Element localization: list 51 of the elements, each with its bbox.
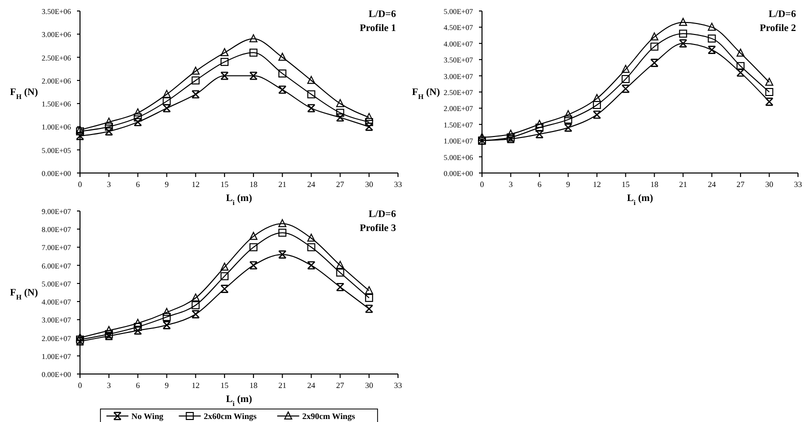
x-axis-title: L$_{i}$ (m) <box>626 193 654 207</box>
chart-title: L/D=6 <box>368 9 396 20</box>
x-tick-label: 18 <box>249 180 258 189</box>
x-tick-label: 30 <box>765 180 774 189</box>
x-tick-label: 21 <box>679 180 688 189</box>
x-tick-label: 27 <box>336 180 344 189</box>
x-tick-label: 33 <box>394 180 402 189</box>
x-tick-label: 6 <box>537 180 542 189</box>
x-axis-title: L$_{i}$ (m) <box>226 193 252 207</box>
x-tick-label: 33 <box>794 180 802 189</box>
text: Profile 2 <box>760 23 796 34</box>
x-tick-label: 33 <box>394 381 402 390</box>
y-axis-title: F$_{H}$ (N) <box>10 288 38 302</box>
x-tick-label: 30 <box>365 180 374 189</box>
x-tick-label: 21 <box>278 180 286 189</box>
x-tick-label: 6 <box>136 180 140 189</box>
x-tick-label: 21 <box>278 381 286 390</box>
legend-label: 2x90cm Wings <box>302 411 356 421</box>
x-tick-label: 12 <box>592 180 601 189</box>
x-tick-label: 3 <box>106 381 111 390</box>
x-tick-label: 9 <box>164 381 169 390</box>
chart-title: L/D=6 <box>368 209 396 220</box>
x-tick-label: 18 <box>650 180 658 189</box>
x-tick-label: 9 <box>566 180 570 189</box>
x-tick-label: 3 <box>508 180 513 189</box>
x-tick-label: 0 <box>480 180 484 189</box>
x-tick-label: 12 <box>192 381 200 390</box>
x-tick-label: 24 <box>307 180 316 189</box>
chart-title: L/D=6 <box>768 9 796 20</box>
x-tick-label: 27 <box>736 180 745 189</box>
x-tick-label: 24 <box>307 381 316 390</box>
x-tick-label: 12 <box>192 180 200 189</box>
x-tick-label: 15 <box>220 180 229 189</box>
x-tick-label: 0 <box>78 381 82 390</box>
x-tick-label: 30 <box>365 381 374 390</box>
x-tick-label: 18 <box>249 381 258 390</box>
y-axis-title: F$_{H}$ (N) <box>10 87 38 101</box>
x-tick-label: 9 <box>164 180 169 189</box>
x-tick-label: 6 <box>136 381 140 390</box>
y-axis-title: F$_{H}$ (N) <box>412 87 440 101</box>
text: Profile 1 <box>360 23 396 34</box>
text: Profile 3 <box>360 223 396 234</box>
x-tick-label: 15 <box>622 180 630 189</box>
x-tick-label: 3 <box>106 180 111 189</box>
x-tick-label: 0 <box>78 180 82 189</box>
x-tick-label: 24 <box>708 180 716 189</box>
legend-label: 2x60cm Wings <box>204 411 258 421</box>
legend-label: No Wing <box>131 411 164 421</box>
x-tick-label: 27 <box>336 381 344 390</box>
x-axis-title: L$_{i}$ (m) <box>226 394 252 408</box>
x-tick-label: 15 <box>220 381 229 390</box>
